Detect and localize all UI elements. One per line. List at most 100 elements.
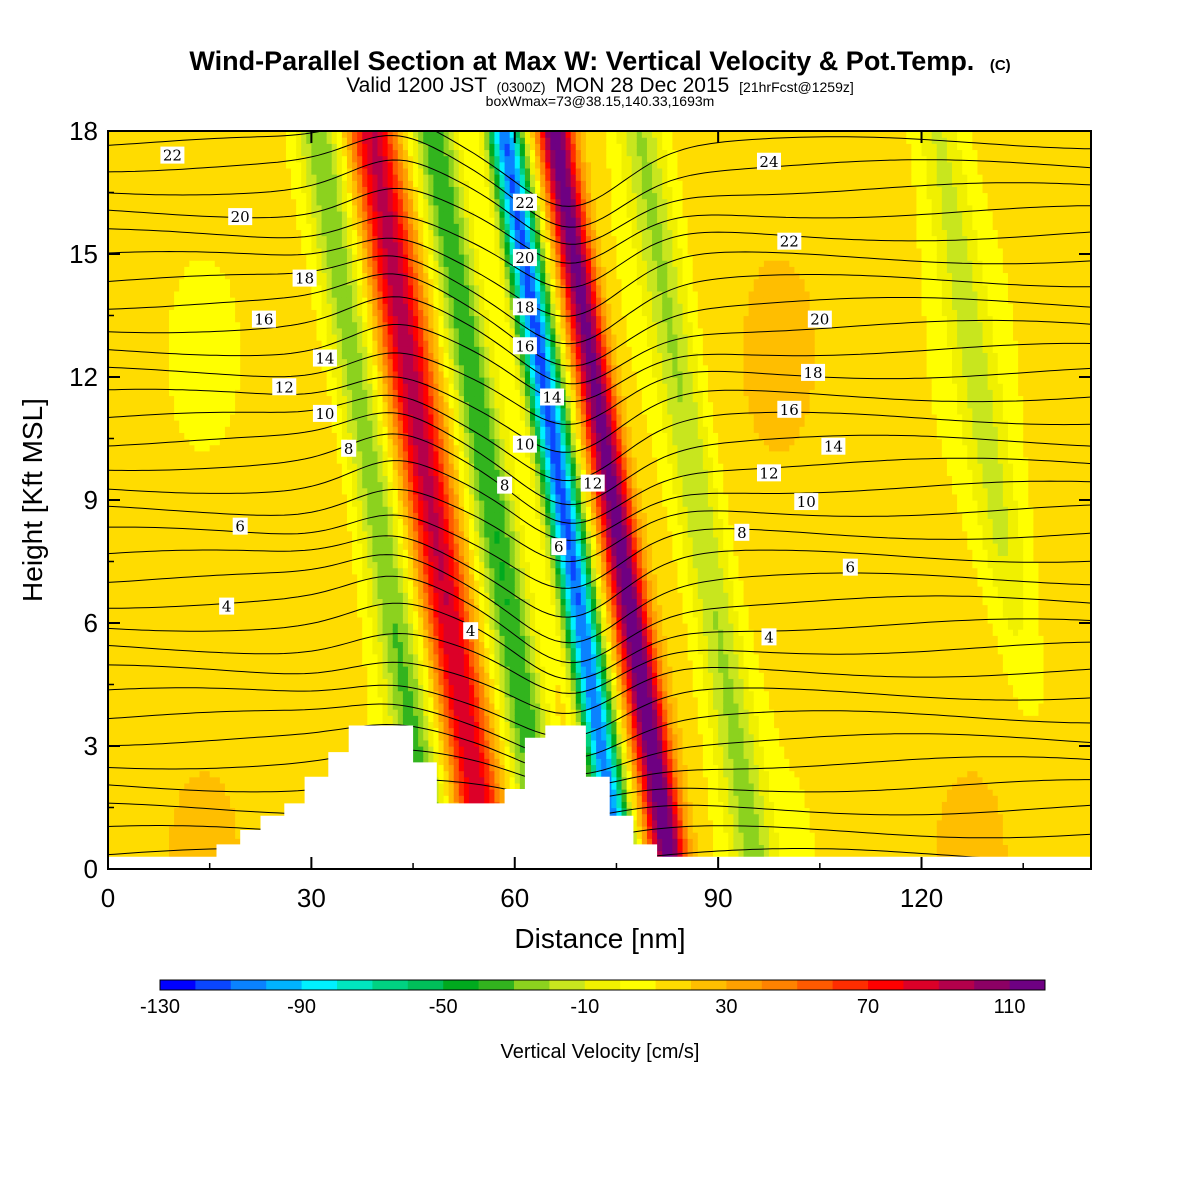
velocity-cell (184, 475, 190, 483)
velocity-cell (275, 579, 282, 587)
velocity-cell (260, 450, 267, 458)
velocity-cell (291, 555, 297, 563)
velocity-cell (275, 635, 282, 643)
velocity-cell (209, 278, 216, 286)
velocity-cell (224, 690, 231, 698)
velocity-cell (260, 463, 267, 470)
velocity-cell (209, 623, 216, 630)
velocity-cell (113, 143, 119, 151)
velocity-cell (189, 364, 196, 372)
velocity-cell (265, 752, 272, 759)
velocity-cell (219, 567, 226, 575)
velocity-cell (219, 444, 226, 452)
velocity-cell (184, 303, 190, 310)
velocity-cell (163, 807, 170, 815)
velocity-cell (296, 604, 302, 612)
velocity-cell (158, 180, 165, 187)
velocity-cell (235, 647, 241, 655)
velocity-cell (209, 420, 216, 427)
velocity-cell (199, 438, 206, 446)
velocity-cell (301, 420, 307, 427)
velocity-cell (158, 709, 165, 716)
velocity-cell (224, 333, 231, 341)
velocity-cell (128, 401, 135, 409)
velocity-cell (214, 389, 221, 397)
velocity-cell (230, 746, 236, 753)
velocity-cell (128, 192, 135, 200)
velocity-cell (143, 352, 150, 360)
velocity-cell (108, 782, 114, 790)
velocity-cell (296, 629, 302, 636)
velocity-cell (179, 352, 185, 360)
velocity-cell (240, 456, 246, 464)
velocity-cell (204, 752, 211, 759)
velocity-cell (301, 395, 307, 403)
velocity-cell (214, 709, 221, 716)
velocity-cell (260, 659, 267, 667)
velocity-cell (265, 210, 272, 218)
velocity-cell (148, 610, 155, 618)
velocity-cell (138, 247, 145, 255)
velocity-cell (133, 825, 140, 833)
velocity-cell (184, 266, 190, 274)
velocity-cell (224, 426, 231, 433)
velocity-cell (179, 592, 185, 599)
velocity-cell (148, 641, 155, 649)
velocity-cell (230, 512, 236, 520)
velocity-cell (291, 506, 297, 513)
velocity-cell (158, 776, 165, 784)
velocity-cell (219, 672, 226, 679)
velocity-cell (301, 358, 307, 366)
velocity-cell (108, 481, 114, 489)
velocity-cell (128, 672, 135, 679)
velocity-cell (311, 573, 318, 581)
velocity-cell (255, 432, 262, 440)
velocity-cell (184, 161, 190, 169)
velocity-cell (133, 506, 140, 513)
velocity-cell (194, 813, 201, 821)
velocity-cell (199, 721, 206, 729)
velocity-cell (316, 475, 323, 483)
velocity-cell (230, 413, 236, 421)
velocity-cell (169, 555, 175, 563)
velocity-cell (113, 395, 119, 403)
velocity-cell (306, 260, 312, 267)
velocity-cell (296, 610, 302, 618)
velocity-cell (280, 776, 287, 784)
velocity-cell (148, 346, 155, 353)
velocity-cell (158, 364, 165, 372)
velocity-cell (306, 174, 312, 181)
velocity-cell (306, 395, 312, 403)
velocity-cell (230, 278, 236, 286)
velocity-cell (296, 174, 302, 181)
velocity-cell (153, 383, 160, 390)
velocity-cell (108, 573, 114, 581)
velocity-cell (204, 278, 211, 286)
velocity-cell (169, 407, 175, 415)
velocity-cell (194, 672, 201, 679)
velocity-cell (189, 174, 196, 181)
velocity-cell (255, 598, 262, 606)
velocity-cell (158, 543, 165, 550)
velocity-cell (133, 432, 140, 440)
velocity-cell (260, 672, 267, 679)
velocity-cell (316, 709, 323, 716)
velocity-cell (311, 469, 318, 476)
velocity-cell (194, 174, 201, 181)
velocity-cell (169, 223, 175, 230)
velocity-cell (174, 487, 180, 495)
velocity-cell (275, 752, 282, 759)
velocity-cell (265, 137, 272, 144)
velocity-cell (270, 770, 277, 778)
velocity-cell (204, 149, 211, 157)
velocity-cell (108, 610, 114, 618)
velocity-cell (184, 155, 190, 163)
velocity-cell (240, 241, 246, 249)
velocity-cell (138, 186, 145, 194)
velocity-cell (123, 260, 129, 267)
velocity-cell (174, 733, 180, 741)
velocity-cell (219, 137, 226, 144)
velocity-cell (194, 733, 201, 741)
velocity-cell (204, 524, 211, 532)
velocity-cell (280, 223, 287, 230)
